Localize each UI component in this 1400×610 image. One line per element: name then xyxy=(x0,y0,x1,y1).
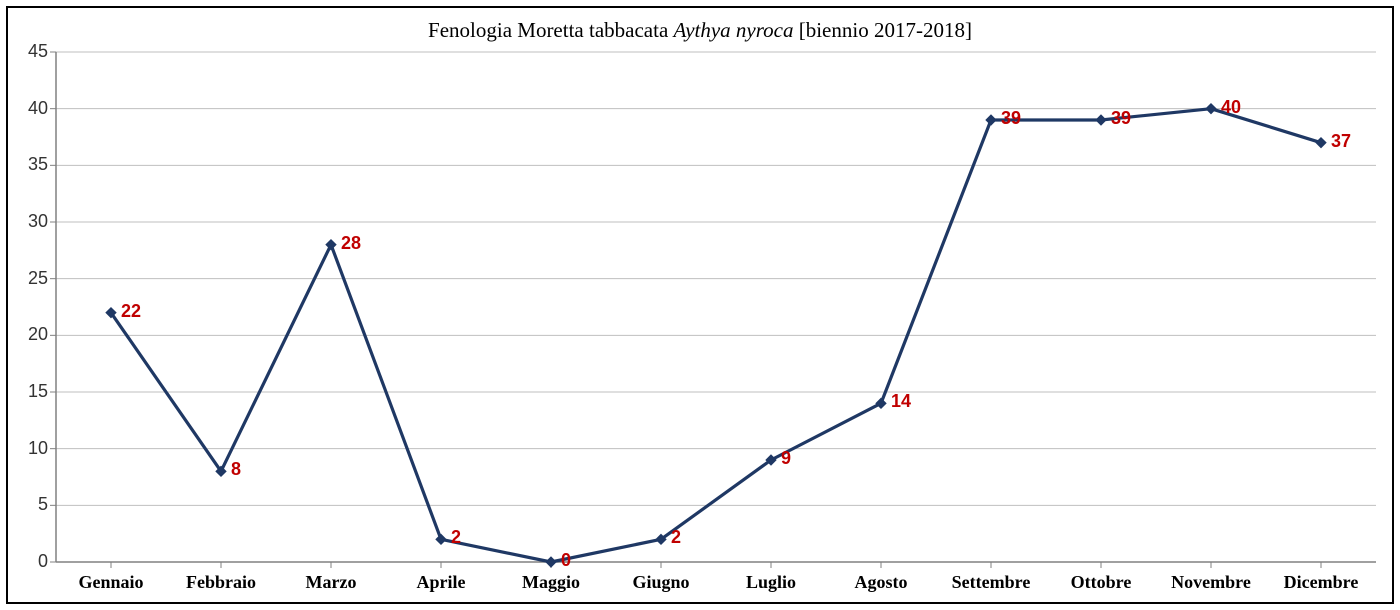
data-label: 37 xyxy=(1331,131,1351,152)
y-tick-label: 45 xyxy=(12,41,48,62)
y-tick-label: 10 xyxy=(12,438,48,459)
y-tick-label: 35 xyxy=(12,154,48,175)
data-label: 0 xyxy=(561,550,571,571)
data-label: 14 xyxy=(891,391,911,412)
data-label: 2 xyxy=(451,527,461,548)
y-tick-label: 15 xyxy=(12,381,48,402)
plot-area: 051015202530354045GennaioFebbraioMarzoAp… xyxy=(8,8,1392,602)
data-label: 9 xyxy=(781,448,791,469)
data-label: 39 xyxy=(1111,108,1131,129)
y-tick-label: 40 xyxy=(12,98,48,119)
data-label: 8 xyxy=(231,459,241,480)
data-label: 22 xyxy=(121,301,141,322)
x-tick-label: Aprile xyxy=(381,572,501,593)
y-tick-label: 5 xyxy=(12,494,48,515)
data-label: 2 xyxy=(671,527,681,548)
y-tick-label: 30 xyxy=(12,211,48,232)
x-tick-label: Marzo xyxy=(271,572,391,593)
data-label: 28 xyxy=(341,233,361,254)
chart-frame: Fenologia Moretta tabbacata Aythya nyroc… xyxy=(6,6,1394,604)
x-tick-label: Luglio xyxy=(711,572,831,593)
x-tick-label: Ottobre xyxy=(1041,572,1161,593)
data-label: 40 xyxy=(1221,97,1241,118)
data-label: 39 xyxy=(1001,108,1021,129)
y-tick-label: 25 xyxy=(12,268,48,289)
x-tick-label: Novembre xyxy=(1151,572,1271,593)
y-tick-label: 20 xyxy=(12,324,48,345)
x-tick-label: Settembre xyxy=(931,572,1051,593)
x-tick-label: Febbraio xyxy=(161,572,281,593)
x-tick-label: Dicembre xyxy=(1261,572,1381,593)
x-tick-label: Agosto xyxy=(821,572,941,593)
x-tick-label: Maggio xyxy=(491,572,611,593)
x-tick-label: Giugno xyxy=(601,572,721,593)
y-tick-label: 0 xyxy=(12,551,48,572)
x-tick-label: Gennaio xyxy=(51,572,171,593)
